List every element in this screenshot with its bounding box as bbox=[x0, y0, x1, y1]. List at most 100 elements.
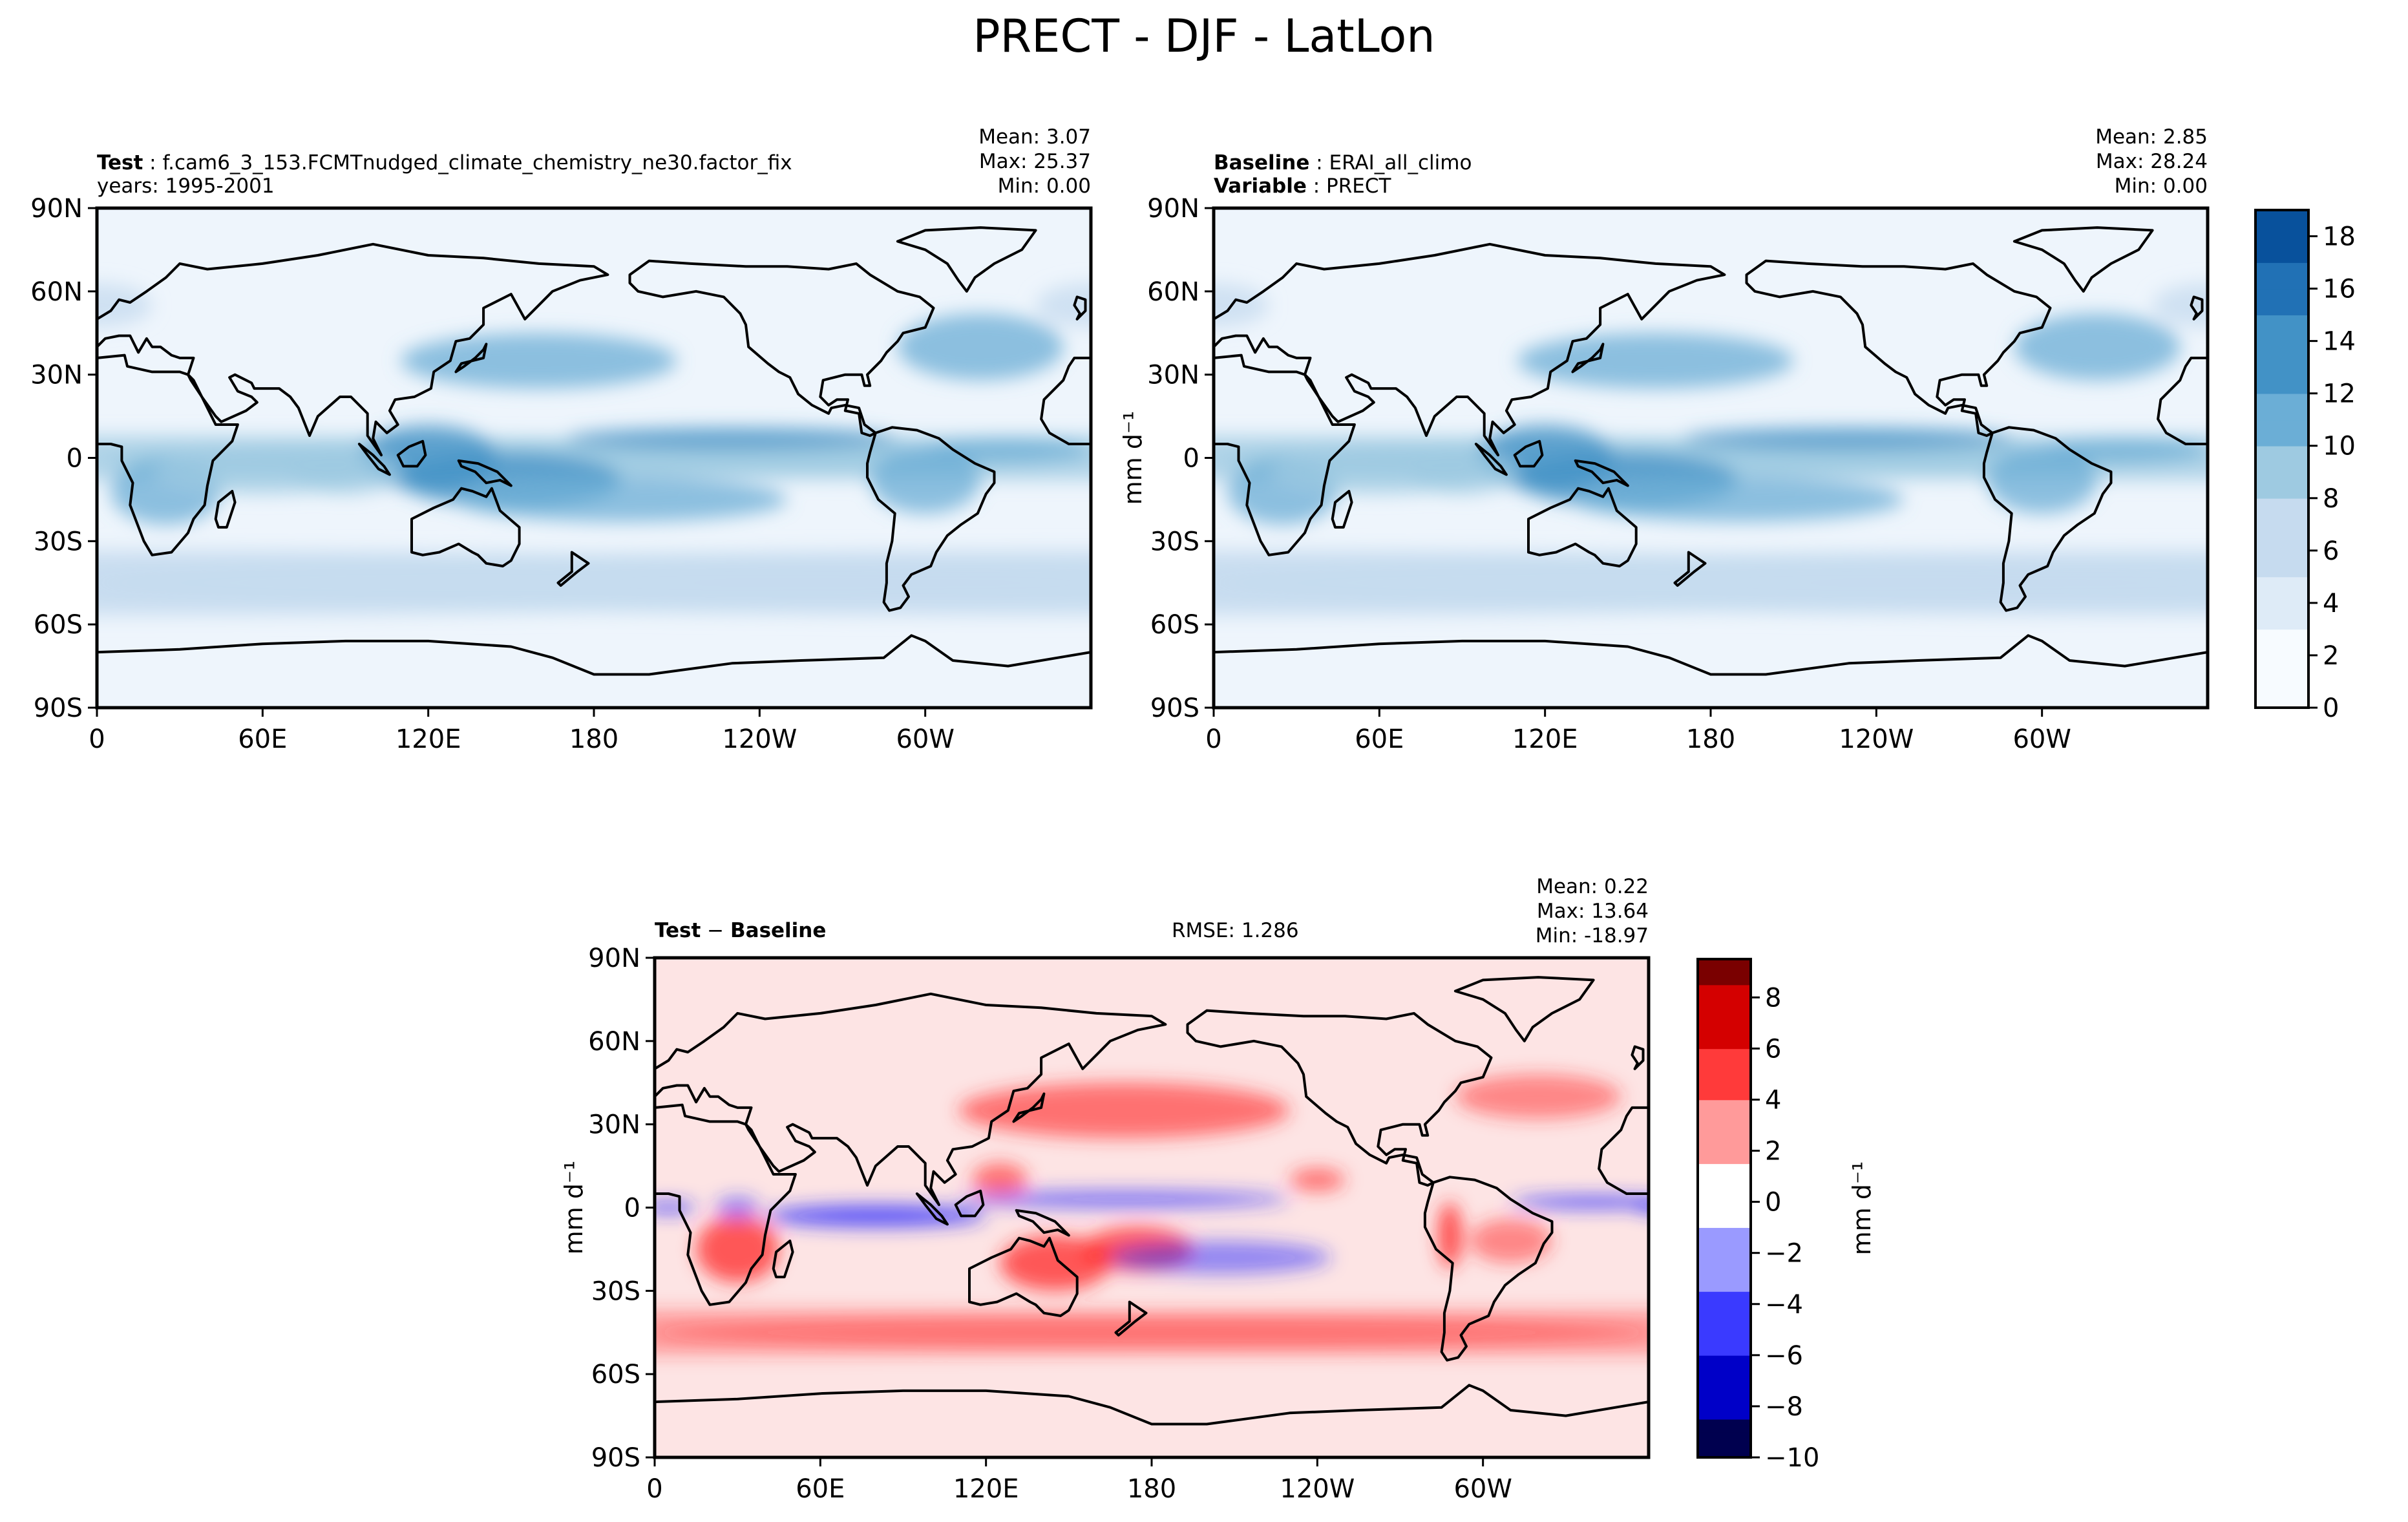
colorbar-tick-label: 12 bbox=[2323, 379, 2356, 409]
coastline-antarctica bbox=[1214, 634, 2208, 676]
colorbar-tick-label: 8 bbox=[1765, 983, 1781, 1013]
coastline-sumatra bbox=[357, 443, 391, 476]
field-feature bbox=[925, 438, 1091, 461]
coastline-newZealand bbox=[1114, 1300, 1148, 1337]
y-tick-label: 0 bbox=[1183, 444, 1199, 474]
colorbar-tick-label: 2 bbox=[1765, 1137, 1781, 1167]
coastline-newZealand bbox=[1673, 551, 1707, 587]
colorbar-segment bbox=[1698, 1099, 1751, 1114]
field-feature bbox=[696, 1216, 779, 1283]
colorbar-segment bbox=[1698, 1137, 1751, 1152]
field-feature bbox=[97, 282, 153, 328]
coastline-japan bbox=[1012, 1092, 1046, 1123]
coastline-japan bbox=[1571, 343, 1605, 374]
coastline-africaWestEdge bbox=[1040, 356, 1091, 445]
colorbar-segment bbox=[2255, 419, 2308, 447]
field-feature bbox=[1683, 427, 2014, 450]
field-feature bbox=[1634, 1203, 1649, 1212]
panel-label: Test − Baseline bbox=[655, 919, 826, 942]
y-tick-label: 90S bbox=[34, 693, 83, 723]
y-tick-label: 90N bbox=[30, 194, 83, 224]
colorbar-segment bbox=[2255, 341, 2308, 368]
y-tick-label: 0 bbox=[67, 444, 83, 474]
colorbar-segment bbox=[1698, 1444, 1751, 1458]
colorbar-segment bbox=[1698, 1214, 1751, 1228]
panel-stat: Max: 13.64 bbox=[1537, 900, 1649, 923]
field-feature bbox=[1214, 282, 1269, 328]
field-feature bbox=[655, 1310, 1649, 1355]
field-feature bbox=[1289, 1168, 1346, 1191]
field-feature bbox=[972, 1163, 1028, 1197]
field-feature bbox=[765, 1205, 986, 1227]
field-feature bbox=[1469, 1218, 1552, 1263]
panel-label-value: ERAI_all_climo bbox=[1329, 151, 1472, 174]
colorbar-segment bbox=[2255, 367, 2308, 394]
y-tick-label: 60S bbox=[34, 610, 83, 640]
field-feature bbox=[1572, 477, 1905, 522]
coastline-borneo bbox=[954, 1189, 985, 1218]
y-tick-label: 30N bbox=[588, 1110, 640, 1140]
colorbar-segment bbox=[1698, 1342, 1751, 1356]
coastline-australia bbox=[1527, 487, 1638, 567]
map-field-blobs bbox=[655, 1074, 1649, 1355]
coastline-britain bbox=[1073, 295, 1087, 321]
map-field-blobs bbox=[1214, 282, 2208, 617]
colorbar-segment bbox=[2255, 681, 2308, 708]
colorbar-segment bbox=[1698, 1432, 1751, 1446]
panel-stat: Min: 0.00 bbox=[998, 174, 1091, 198]
colorbar-segment bbox=[1698, 1035, 1751, 1050]
field-feature bbox=[870, 447, 981, 514]
colorbar-segment bbox=[1698, 1329, 1751, 1343]
colorbar-segment bbox=[1698, 1419, 1751, 1433]
colorbar-segment bbox=[1698, 1112, 1751, 1126]
x-tick-label: 0 bbox=[1205, 724, 1221, 754]
panel-label-sep: : bbox=[1309, 151, 1329, 174]
colorbar-tick-label: 6 bbox=[1765, 1034, 1781, 1064]
colorbar-segment bbox=[2255, 550, 2308, 578]
panel-stat: Max: 28.24 bbox=[2096, 150, 2208, 173]
colorbar-segment bbox=[1698, 1252, 1751, 1267]
panel-label-key: Test bbox=[97, 151, 143, 174]
coastline-eurasiaWest bbox=[97, 242, 609, 457]
colorbar-segment bbox=[1698, 1010, 1751, 1024]
x-tick-label: 120E bbox=[1512, 724, 1578, 754]
colorbar-segment bbox=[1698, 1393, 1751, 1407]
coastline-sumatra bbox=[915, 1192, 949, 1226]
colorbar-segment bbox=[1698, 1176, 1751, 1190]
colorbar-segment bbox=[1698, 971, 1751, 986]
coastline-britain bbox=[1631, 1045, 1645, 1070]
panel-label-sep: : bbox=[143, 151, 162, 174]
coastline-madagascar bbox=[214, 490, 237, 529]
field-feature bbox=[1000, 1235, 1110, 1291]
y-tick-label: 90S bbox=[1150, 693, 1199, 723]
x-tick-label: 180 bbox=[569, 724, 618, 754]
y-tick-label: 60S bbox=[1150, 610, 1199, 640]
panel-subtitle-key: Variable bbox=[1214, 174, 1307, 198]
x-tick-label: 180 bbox=[1686, 724, 1735, 754]
y-tick-label: 30N bbox=[1147, 361, 1199, 390]
colorbar-segment bbox=[1698, 1086, 1751, 1101]
x-tick-label: 0 bbox=[646, 1474, 662, 1504]
panel-stat: Max: 25.37 bbox=[979, 150, 1091, 173]
panel-label: Test : f.cam6_3_153.FCMTnudged_climate_c… bbox=[97, 151, 792, 174]
colorbar-segment bbox=[1698, 1227, 1751, 1241]
colorbar-segment bbox=[1698, 1189, 1751, 1203]
colorbar-segment bbox=[1698, 1304, 1751, 1318]
coastline-britain bbox=[2190, 295, 2204, 321]
colorbar-segment bbox=[2255, 393, 2308, 421]
coastline-northAmerica bbox=[1745, 259, 2052, 438]
coastline-africaWestEdge bbox=[1598, 1106, 1649, 1195]
field-feature bbox=[958, 1190, 1290, 1208]
x-tick-label: 60W bbox=[1453, 1474, 1512, 1504]
coastline-eurasiaWest bbox=[1214, 242, 1726, 457]
colorbar-tick-label: 2 bbox=[2323, 641, 2339, 671]
colorbar-segment bbox=[2255, 236, 2308, 263]
colorbar-segment bbox=[1698, 1368, 1751, 1382]
colorbar-segment bbox=[1698, 1278, 1751, 1292]
panel-label-value: f.cam6_3_153.FCMTnudged_climate_chemistr… bbox=[162, 151, 792, 174]
field-feature bbox=[897, 313, 1064, 381]
colorbar-segment bbox=[2255, 629, 2308, 656]
colorbar-label: mm d⁻¹ bbox=[2405, 412, 2408, 506]
panel-label-key2: Baseline bbox=[730, 919, 826, 942]
